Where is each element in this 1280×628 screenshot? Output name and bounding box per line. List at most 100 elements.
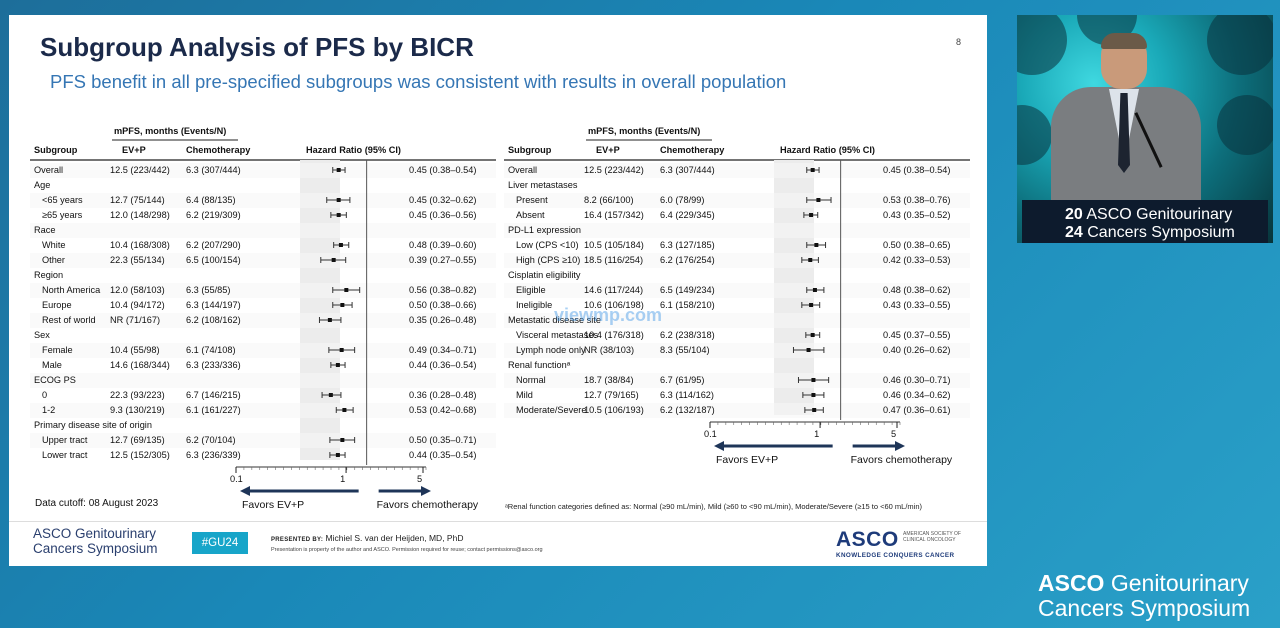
hazard-ratio-text: 0.46 (0.34–0.62) <box>883 390 951 400</box>
subgroup-label: <65 years <box>42 195 83 205</box>
asco-tagline: KNOWLEDGE CONQUERS CANCER <box>836 552 955 559</box>
point-estimate <box>336 213 341 217</box>
asco-society: AMERICAN SOCIETY OF CLINICAL ONCOLOGY <box>903 531 961 543</box>
point-estimate <box>327 318 332 322</box>
hazard-ratio-text: 0.43 (0.33–0.55) <box>883 300 951 310</box>
chemo-value: 6.4 (88/135) <box>186 195 236 205</box>
hazard-ratio-text: 0.48 (0.39–0.60) <box>409 240 477 250</box>
subgroup-label: Ineligible <box>516 300 553 310</box>
column-group-header: mPFS, months (Events/N) <box>114 126 227 136</box>
evp-value: 10.5 (106/193) <box>584 405 644 415</box>
presented-by-label: PRESENTED BY: <box>271 537 324 543</box>
subgroup-label: Europe <box>42 300 72 310</box>
row-band <box>504 343 970 358</box>
forest-svg <box>30 139 496 496</box>
subgroup-label: Moderate/Severe <box>516 405 587 415</box>
evp-value: 10.4 (55/98) <box>110 345 160 355</box>
column-group-header: mPFS, months (Events/N) <box>588 126 701 136</box>
chemo-value: 6.3 (114/162) <box>660 390 714 400</box>
asco-wordmark: ASCO <box>836 528 899 551</box>
chemo-value: 6.5 (100/154) <box>186 255 241 265</box>
point-estimate <box>339 348 344 352</box>
subgroup-label: Present <box>516 195 548 205</box>
row-band <box>30 433 496 448</box>
favors-left-label: Favors EV+P <box>716 454 779 466</box>
hazard-ratio-text: 0.39 (0.27–0.55) <box>409 255 477 265</box>
presenter-name: Michiel S. van der Heijden, MD, PhD <box>325 533 464 543</box>
hazard-ratio-text: 0.45 (0.38–0.54) <box>409 165 477 175</box>
evp-value: 18.7 (38/84) <box>584 375 634 385</box>
chemo-value: 6.2 (238/318) <box>660 330 715 340</box>
evp-value: 10.4 (176/318) <box>584 330 644 340</box>
point-estimate <box>331 258 336 262</box>
evp-value: 16.4 (157/342) <box>584 210 644 220</box>
evp-value: 22.3 (93/223) <box>110 390 165 400</box>
subgroup-label: Lymph node only <box>516 345 586 355</box>
asco-gu-logo: ASCO Genitourinary Cancers Symposium <box>33 526 158 556</box>
evp-value: 12.7 (75/144) <box>110 195 165 205</box>
tick-label: 1 <box>340 474 346 484</box>
subgroup-label: 0 <box>42 390 48 400</box>
point-estimate <box>336 198 341 202</box>
tick-label: 0.1 <box>230 474 243 484</box>
column-header: Subgroup <box>508 145 552 155</box>
category-label: Sex <box>34 330 50 340</box>
evp-value: 10.5 (105/184) <box>584 240 644 250</box>
slide-title: Subgroup Analysis of PFS by BICR <box>40 32 474 62</box>
hazard-ratio-text: 0.45 (0.37–0.55) <box>883 330 951 340</box>
category-label: Liver metastases <box>508 180 578 190</box>
subgroup-label: Female <box>42 345 73 355</box>
chemo-value: 6.3 (55/85) <box>186 285 231 295</box>
hazard-ratio-text: 0.53 (0.42–0.68) <box>409 405 477 415</box>
point-estimate <box>338 243 343 247</box>
chemo-value: 6.2 (176/254) <box>660 255 715 265</box>
point-estimate <box>336 168 341 172</box>
column-header: Hazard Ratio (95% CI) <box>306 145 401 155</box>
chemo-value: 6.7 (61/95) <box>660 375 705 385</box>
logo-line1: ASCO Genitourinary <box>33 526 157 541</box>
slide-subtitle: PFS benefit in all pre-specified subgrou… <box>50 71 787 92</box>
hazard-ratio-text: 0.45 (0.32–0.62) <box>409 195 477 205</box>
data-cutoff: Data cutoff: 08 August 2023 <box>35 498 159 509</box>
hazard-ratio-text: 0.50 (0.35–0.71) <box>409 435 477 445</box>
hazard-ratio-text: 0.50 (0.38–0.65) <box>883 240 951 250</box>
row-band <box>30 253 496 268</box>
subgroup-label: Overall <box>508 165 538 175</box>
evp-value: 12.5 (152/305) <box>110 450 170 460</box>
point-estimate <box>340 303 345 307</box>
chemo-value: 6.4 (229/345) <box>660 210 715 220</box>
subgroup-label: Male <box>42 360 62 370</box>
evp-value: 12.7 (69/135) <box>110 435 165 445</box>
forest-plot-right: mPFS, months (Events/N) Subgroup EV+P Chemo… <box>504 112 970 466</box>
point-estimate <box>812 288 817 292</box>
hazard-ratio-text: 0.42 (0.33–0.53) <box>883 255 951 265</box>
hazard-ratio-text: 0.56 (0.38–0.82) <box>409 285 477 295</box>
evp-value: 10.4 (94/172) <box>110 300 165 310</box>
point-estimate <box>811 393 816 397</box>
podium <box>1022 200 1268 243</box>
category-label: Primary disease site of origin <box>34 420 152 430</box>
chemo-value: 6.7 (146/215) <box>186 390 241 400</box>
subgroup-label: Low (CPS <10) <box>516 240 579 250</box>
chemo-value: 6.3 (307/444) <box>660 165 715 175</box>
evp-value: 14.6 (168/344) <box>110 360 170 370</box>
row-band <box>30 223 496 238</box>
evp-value: 12.0 (148/298) <box>110 210 170 220</box>
evp-value: 9.3 (130/219) <box>110 405 165 415</box>
row-band <box>504 193 970 208</box>
favors-left-label: Favors EV+P <box>242 499 305 511</box>
footnote: ᵃRenal function categories defined as: N… <box>505 502 922 511</box>
hazard-ratio-text: 0.46 (0.30–0.71) <box>883 375 951 385</box>
category-label: Race <box>34 225 56 235</box>
hazard-ratio-text: 0.36 (0.28–0.48) <box>409 390 477 400</box>
chemo-value: 6.2 (132/187) <box>660 405 715 415</box>
subgroup-label: Other <box>42 255 65 265</box>
chemo-value: 8.3 (55/104) <box>660 345 710 355</box>
subgroup-label: 1-2 <box>42 405 56 415</box>
chemo-value: 6.3 (144/197) <box>186 300 241 310</box>
hazard-ratio-text: 0.35 (0.26–0.48) <box>409 315 477 325</box>
point-estimate <box>340 438 345 442</box>
favors-right-arrowhead <box>895 441 905 451</box>
row-band <box>504 163 970 178</box>
logo-line2: Cancers Symposium <box>33 541 158 556</box>
